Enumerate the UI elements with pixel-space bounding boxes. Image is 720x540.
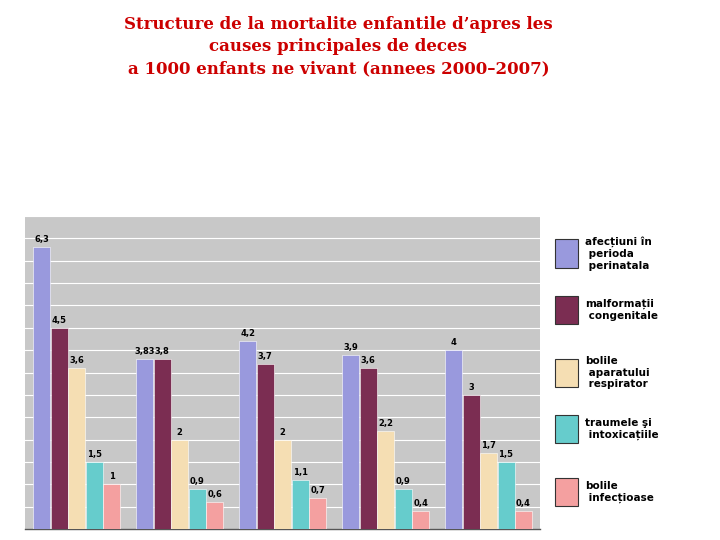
Bar [33, 247, 50, 529]
Bar [292, 480, 309, 529]
Bar [377, 431, 394, 529]
Bar [256, 363, 274, 529]
Text: 0,9: 0,9 [190, 477, 204, 486]
Bar [239, 341, 256, 529]
Text: afecțiuni în
 perioda
 perinatala: afecțiuni în perioda perinatala [585, 237, 652, 271]
Bar [359, 368, 377, 529]
Text: 0,4: 0,4 [413, 499, 428, 508]
Bar [412, 511, 429, 529]
Bar [555, 296, 578, 324]
Bar [498, 462, 515, 529]
Bar [274, 440, 291, 529]
Text: 1,1: 1,1 [292, 468, 307, 477]
Bar [555, 240, 578, 268]
Bar [50, 328, 68, 529]
Bar [206, 502, 223, 529]
Text: 1,5: 1,5 [86, 450, 102, 459]
Text: 4,5: 4,5 [52, 316, 67, 325]
Text: 2: 2 [279, 428, 286, 436]
Text: 6,3: 6,3 [35, 235, 49, 244]
Bar [555, 415, 578, 443]
Text: 2,2: 2,2 [378, 418, 393, 428]
Bar [515, 511, 532, 529]
Text: 3,6: 3,6 [361, 356, 376, 365]
Bar [189, 489, 206, 529]
Bar [103, 484, 120, 529]
Text: 3,8: 3,8 [155, 347, 169, 356]
Text: 3: 3 [468, 383, 474, 392]
Text: bolile
 aparatului
 respirator: bolile aparatului respirator [585, 356, 649, 389]
Bar [86, 462, 103, 529]
Bar [342, 355, 359, 529]
Bar [136, 359, 153, 529]
Text: bolile
 infecțioase: bolile infecțioase [585, 481, 654, 503]
Text: 1: 1 [109, 472, 114, 481]
Bar [480, 453, 497, 529]
Bar [171, 440, 188, 529]
Bar [462, 395, 480, 529]
Text: 4: 4 [451, 338, 456, 347]
Text: Structure de la mortalite enfantile d’apres les
causes principales de deces
a 10: Structure de la mortalite enfantile d’ap… [124, 16, 553, 78]
Text: 0,7: 0,7 [310, 486, 325, 495]
Text: 0,6: 0,6 [207, 490, 222, 499]
Text: 1,7: 1,7 [481, 441, 496, 450]
Bar [395, 489, 412, 529]
Text: traumele şi
 intoxicațiile: traumele şi intoxicațiile [585, 418, 658, 440]
Bar [153, 359, 171, 529]
Text: 2: 2 [176, 428, 183, 436]
Bar [445, 350, 462, 529]
Text: 3,83: 3,83 [135, 347, 155, 356]
Bar [555, 359, 578, 387]
Text: 3,7: 3,7 [258, 352, 272, 361]
Bar [309, 498, 326, 529]
Bar [555, 477, 578, 505]
Text: 1,5: 1,5 [498, 450, 513, 459]
Text: 3,9: 3,9 [343, 342, 358, 352]
Text: malformații
 congenitale: malformații congenitale [585, 299, 658, 321]
Text: 0,9: 0,9 [396, 477, 410, 486]
Text: 4,2: 4,2 [240, 329, 255, 338]
Bar [68, 368, 85, 529]
Text: 0,4: 0,4 [516, 499, 531, 508]
Text: 3,6: 3,6 [69, 356, 84, 365]
